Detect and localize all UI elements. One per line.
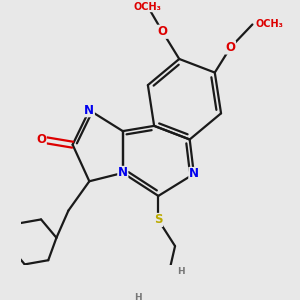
Text: N: N <box>189 167 199 181</box>
Text: H: H <box>134 293 142 300</box>
Text: N: N <box>84 104 94 117</box>
Text: O: O <box>36 133 46 146</box>
Text: H: H <box>177 267 184 276</box>
Text: OCH₃: OCH₃ <box>134 2 162 12</box>
Text: O: O <box>158 25 167 38</box>
Text: O: O <box>226 41 236 54</box>
Text: S: S <box>154 214 163 226</box>
Text: OCH₃: OCH₃ <box>255 20 283 29</box>
Text: N: N <box>118 167 128 179</box>
